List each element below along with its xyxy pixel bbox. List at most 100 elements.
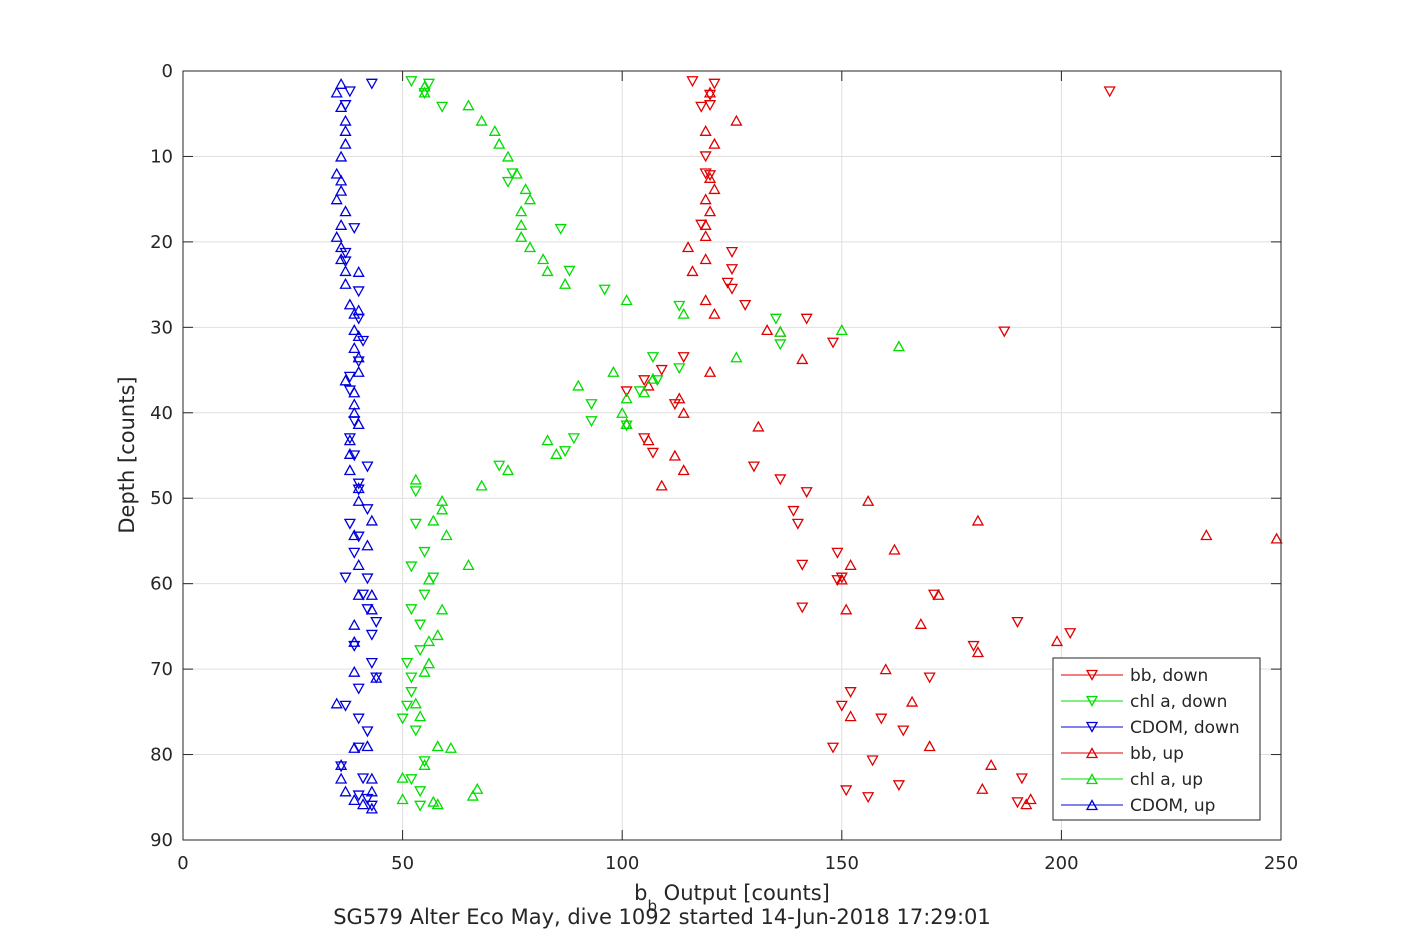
data-point [620, 294, 633, 306]
data-point [866, 755, 879, 767]
x-axis-label: bb Output [counts] [634, 881, 830, 915]
data-point [343, 447, 357, 459]
data-point [427, 795, 440, 807]
data-point [365, 603, 378, 615]
data-point [348, 665, 361, 677]
data-point [796, 602, 809, 614]
data-point [501, 150, 515, 162]
y-tick-label: 50 [150, 488, 173, 509]
data-point [339, 785, 352, 797]
data-point [862, 792, 875, 804]
data-point [343, 433, 357, 445]
x-tick-label: 150 [825, 853, 859, 874]
y-tick-label: 60 [150, 574, 173, 595]
legend-label: chl a, down [1130, 692, 1227, 712]
x-tick-label: 250 [1264, 853, 1298, 874]
data-point [585, 416, 598, 428]
data-point [440, 529, 453, 541]
data-point [730, 114, 743, 126]
data-point [844, 687, 857, 699]
data-point [330, 167, 343, 179]
data-point [431, 740, 444, 752]
data-point [879, 663, 892, 675]
data-point [348, 386, 361, 398]
data-point [365, 800, 378, 812]
data-point [800, 487, 813, 499]
data-point [774, 339, 787, 351]
legend-marker [1085, 747, 1099, 759]
data-point [620, 386, 633, 398]
data-point [414, 786, 427, 798]
data-point [699, 218, 712, 230]
data-point [405, 687, 418, 699]
data-point [558, 446, 572, 458]
legend-label: CDOM, down [1130, 718, 1240, 738]
data-point [563, 265, 576, 277]
data-point [352, 790, 365, 802]
data-point [826, 337, 840, 349]
data-point [655, 479, 668, 491]
data-point [418, 756, 431, 768]
data-point [668, 399, 682, 411]
y-tick-label: 10 [150, 146, 173, 167]
data-point [708, 137, 721, 149]
data-point [335, 184, 348, 196]
data-point [414, 710, 427, 722]
data-point [703, 205, 717, 217]
legend-marker [1085, 773, 1099, 785]
data-point [677, 307, 690, 319]
data-point [405, 672, 418, 684]
data-point [352, 531, 365, 543]
data-point [427, 514, 440, 526]
data-point [844, 559, 857, 571]
data-point [348, 635, 361, 647]
data-point [352, 559, 365, 571]
data-point [558, 277, 572, 289]
data-point [840, 785, 853, 797]
data-point [361, 504, 374, 516]
data-point [335, 253, 348, 265]
data-point [971, 514, 985, 526]
data-point [361, 539, 374, 551]
data-point [414, 800, 427, 812]
legend-label: bb, up [1130, 744, 1184, 764]
data-point [361, 726, 374, 738]
data-point [673, 363, 686, 375]
data-point [348, 342, 361, 353]
data-point [352, 482, 365, 494]
data-point [519, 183, 532, 195]
data-point [541, 434, 554, 446]
data-point [405, 561, 418, 573]
data-point [923, 740, 936, 752]
data-point [400, 700, 414, 712]
data-point [550, 447, 563, 459]
data-point [348, 741, 361, 753]
data-point [396, 771, 409, 783]
data-point [967, 640, 980, 652]
data-point [791, 518, 804, 530]
data-point [409, 473, 422, 485]
data-point [752, 420, 765, 432]
data-point [725, 283, 739, 295]
data-point [774, 474, 787, 486]
data-point [335, 758, 348, 770]
data-point [348, 450, 361, 462]
data-point [1103, 86, 1116, 98]
data-point [348, 406, 361, 418]
data-point [515, 230, 528, 242]
data-point [471, 782, 484, 794]
data-point [339, 277, 352, 289]
data-point [335, 101, 348, 113]
data-point [475, 479, 488, 491]
y-tick-label: 70 [150, 659, 173, 680]
data-point [352, 713, 365, 725]
data-point [686, 265, 699, 277]
data-point [844, 710, 857, 722]
data-point [739, 299, 752, 311]
data-point [761, 324, 774, 336]
data-point [708, 183, 721, 195]
data-point [892, 780, 906, 792]
legend-marker [1085, 799, 1099, 811]
data-point [361, 573, 374, 585]
data-point [831, 547, 844, 559]
